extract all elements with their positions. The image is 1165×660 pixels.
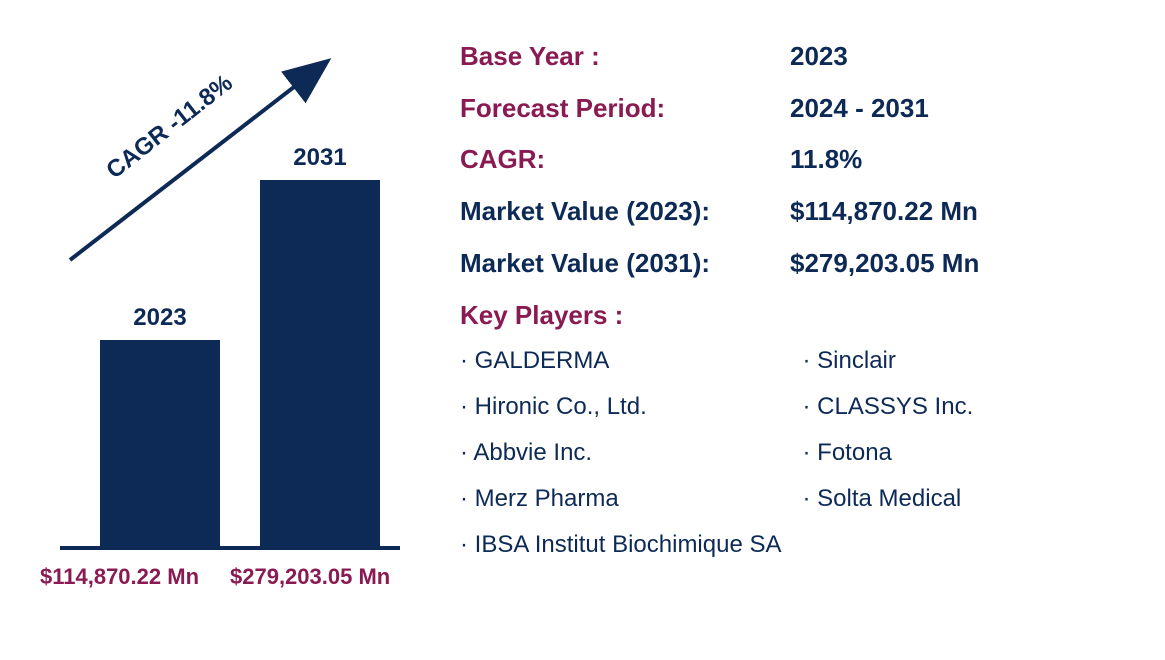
key-players-title: Key Players : <box>460 300 1135 331</box>
key-player: Solta Medical <box>803 485 1136 513</box>
info-panel: Base Year :2023Forecast Period:2024 - 20… <box>430 20 1135 640</box>
key-player: Merz Pharma <box>460 485 793 513</box>
key-player: Abbvie Inc. <box>460 439 793 467</box>
key-player: IBSA Institut Biochimique SA <box>460 531 1135 559</box>
info-label: Market Value (2031): <box>460 245 790 283</box>
info-rows: Base Year :2023Forecast Period:2024 - 20… <box>460 38 1135 282</box>
bar-chart: 20232031 CAGR -11.8% $114,870.22 Mn $279… <box>30 20 430 640</box>
infographic-root: 20232031 CAGR -11.8% $114,870.22 Mn $279… <box>0 0 1165 660</box>
bar-value-2023: $114,870.22 Mn <box>40 564 199 590</box>
info-label: Forecast Period: <box>460 90 790 128</box>
info-label: Base Year : <box>460 38 790 76</box>
info-value: 11.8% <box>790 141 862 179</box>
bar-2023: 2023 <box>100 340 220 550</box>
info-label: Market Value (2023): <box>460 193 790 231</box>
info-row: Market Value (2031):$279,203.05 Mn <box>460 245 1135 283</box>
bar-2031: 2031 <box>260 180 380 550</box>
key-player: Hironic Co., Ltd. <box>460 393 793 421</box>
chart-area: 2023 2031 <box>60 120 400 550</box>
key-player: CLASSYS Inc. <box>803 393 1136 421</box>
info-row: CAGR:11.8% <box>460 141 1135 179</box>
bar-value-2031: $279,203.05 Mn <box>230 564 390 590</box>
info-row: Market Value (2023):$114,870.22 Mn <box>460 193 1135 231</box>
bar-year-label: 2023 <box>100 304 220 332</box>
key-player: Sinclair <box>803 347 1136 375</box>
info-value: 2024 - 2031 <box>790 90 929 128</box>
bar-year-label: 2031 <box>260 144 380 172</box>
info-value: 2023 <box>790 38 848 76</box>
key-players-grid: GALDERMA Sinclair Hironic Co., Ltd. CLASSYS… <box>460 347 1135 559</box>
info-row: Base Year :2023 <box>460 38 1135 76</box>
info-label: CAGR: <box>460 141 790 179</box>
info-value: $279,203.05 Mn <box>790 245 979 283</box>
key-player: GALDERMA <box>460 347 793 375</box>
info-row: Forecast Period:2024 - 2031 <box>460 90 1135 128</box>
key-player: Fotona <box>803 439 1136 467</box>
info-value: $114,870.22 Mn <box>790 193 978 231</box>
